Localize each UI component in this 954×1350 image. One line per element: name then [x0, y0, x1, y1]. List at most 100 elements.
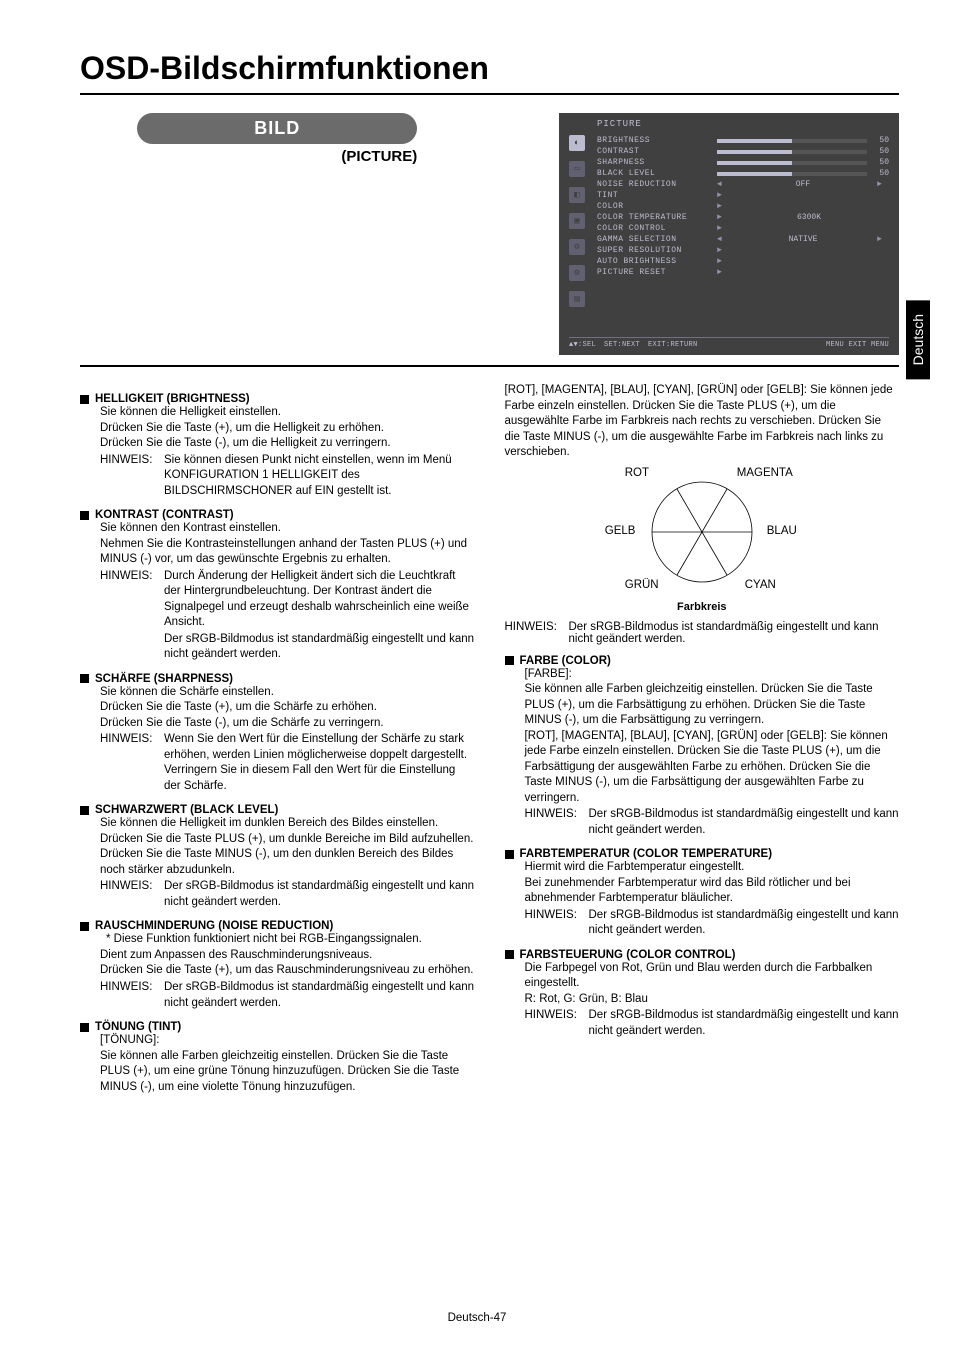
body-text: Nehmen Sie die Kontrasteinstellungen anh… [100, 537, 475, 568]
osd-row: COLOR TEMPERATURE►6300K [597, 212, 889, 223]
section-heading: SCHÄRFE (SHARPNESS) [80, 673, 475, 685]
triangle-right-icon: ► [717, 257, 729, 266]
osd-footer: ▲▼:SEL SET:NEXT EXIT:RETURN MENU EXIT ME… [569, 337, 889, 349]
body-text: Sie können die Helligkeit einstellen. [100, 405, 475, 421]
osd-row: PICTURE RESET► [597, 267, 889, 278]
colorwheel-caption: Farbkreis [505, 601, 900, 613]
osd-value: 50 [871, 147, 889, 156]
osd-icon: ⚙ [569, 239, 585, 255]
osd-footer-sel: ▲▼:SEL [569, 341, 596, 349]
category-subtitle: (PICTURE) [137, 148, 417, 165]
osd-footer-next: SET:NEXT [604, 341, 640, 349]
hinweis-text: Durch Änderung der Helligkeit ändert sic… [164, 569, 475, 631]
body-text: Sie können alle Farben gleichzeitig eins… [100, 1049, 475, 1096]
osd-item-label: COLOR [597, 202, 717, 211]
hinweis-text: Sie können diesen Punkt nicht einstellen… [164, 453, 475, 500]
category-region: BILD (PICTURE) [80, 113, 475, 355]
hinweis-text: Der sRGB-Bildmodus ist standardmäßig ein… [164, 980, 475, 1011]
triangle-left-icon: ◄ [717, 235, 729, 244]
section-body: * Diese Funktion funktioniert nicht bei … [100, 932, 475, 1011]
osd-row: NOISE REDUCTION◄OFF► [597, 179, 889, 190]
osd-slider: 50 [717, 169, 889, 178]
hinweis-label: HINWEIS: [525, 1008, 589, 1039]
hinweis-text: Der sRGB-Bildmodus ist standardmäßig ein… [164, 879, 475, 910]
osd-row: CONTRAST50 [597, 146, 889, 157]
hinweis-label: HINWEIS: [525, 908, 589, 939]
osd-icon: ▣ [569, 213, 585, 229]
osd-item-label: AUTO BRIGHTNESS [597, 257, 717, 266]
section-body: [ROT], [MAGENTA], [BLAU], [CYAN], [GRÜN]… [505, 383, 900, 461]
osd-icon: ◧ [569, 187, 585, 203]
left-column: HELLIGKEIT (BRIGHTNESS)Sie können die He… [80, 383, 475, 1095]
colorwheel-label: BLAU [767, 525, 797, 537]
body-text: Sie können die Helligkeit im dunklen Ber… [100, 816, 475, 878]
body-text: R: Rot, G: Grün, B: Blau [525, 992, 900, 1008]
hinweis: HINWEIS:Der sRGB-Bildmodus ist standardm… [525, 807, 900, 838]
hinweis: HINWEIS:Der sRGB-Bildmodus ist standardm… [100, 879, 475, 910]
content-columns: HELLIGKEIT (BRIGHTNESS)Sie können die He… [80, 383, 899, 1095]
body-text: [TÖNUNG]: [100, 1033, 475, 1049]
title-rule [80, 93, 899, 95]
triangle-right-icon: ► [717, 202, 729, 211]
colorwheel-label: ROT [625, 467, 649, 479]
page-title: OSD-Bildschirmfunktionen [80, 50, 899, 87]
hinweis: HINWEIS:Sie können diesen Punkt nicht ei… [100, 453, 475, 500]
section-heading: TÖNUNG (TINT) [80, 1021, 475, 1033]
section-heading: FARBE (COLOR) [505, 655, 900, 667]
osd-panel: PICTURE ◐ ▭ ◧ ▣ ⚙ ⚙ ▤ BRIGHTNESS50CONTRA… [559, 113, 899, 355]
triangle-right-icon: ► [717, 268, 729, 277]
body-text: Hiermit wird die Farbtemperatur eingeste… [525, 860, 900, 876]
osd-slider: 50 [717, 158, 889, 167]
osd-item-label: BLACK LEVEL [597, 169, 717, 178]
body-text: Die Farbpegel von Rot, Grün und Blau wer… [525, 961, 900, 992]
osd-item-label: PICTURE RESET [597, 268, 717, 277]
hinweis: HINWEIS:Der sRGB-Bildmodus ist standardm… [525, 1008, 900, 1039]
language-tab: Deutsch [906, 300, 930, 379]
hinweis: HINWEIS:Der sRGB-Bildmodus ist standardm… [525, 908, 900, 939]
section-body: Hiermit wird die Farbtemperatur eingeste… [525, 860, 900, 939]
osd-value: 6300K [729, 213, 889, 222]
hinweis-text: Der sRGB-Bildmodus ist standardmäßig ein… [589, 908, 900, 939]
section-heading: RAUSCHMINDERUNG (NOISE REDUCTION) [80, 920, 475, 932]
osd-list: BRIGHTNESS50CONTRAST50SHARPNESS50BLACK L… [591, 131, 889, 307]
body-text: Drücken Sie die Taste (+), um das Rausch… [100, 963, 475, 979]
hinweis: HINWEIS:Der sRGB-Bildmodus ist standardm… [100, 980, 475, 1011]
right-column: [ROT], [MAGENTA], [BLAU], [CYAN], [GRÜN]… [505, 383, 900, 1095]
page-footer: Deutsch-47 [0, 1312, 954, 1324]
hinweis-label: HINWEIS: [100, 980, 164, 1011]
osd-value: NATIVE [729, 235, 877, 244]
hinweis: HINWEIS:Durch Änderung der Helligkeit än… [100, 569, 475, 631]
body-text: Drücken Sie die Taste (+), um die Hellig… [100, 421, 475, 437]
triangle-right-icon: ► [717, 246, 729, 255]
body-text: Sie können alle Farben gleichzeitig eins… [525, 682, 900, 729]
hinweis-label: HINWEIS: [100, 569, 164, 631]
section-heading: SCHWARZWERT (BLACK LEVEL) [80, 804, 475, 816]
section-heading: FARBTEMPERATUR (COLOR TEMPERATURE) [505, 848, 900, 860]
osd-item-label: BRIGHTNESS [597, 136, 717, 145]
section-body: Sie können die Schärfe einstellen.Drücke… [100, 685, 475, 795]
section-body: [FARBE]:Sie können alle Farben gleichzei… [525, 667, 900, 839]
section-heading: FARBSTEUERUNG (COLOR CONTROL) [505, 949, 900, 961]
footnote: * Diese Funktion funktioniert nicht bei … [106, 932, 475, 948]
section-heading: HELLIGKEIT (BRIGHTNESS) [80, 393, 475, 405]
body-text: [FARBE]: [525, 667, 900, 683]
osd-item-label: NOISE REDUCTION [597, 180, 717, 189]
body-text: Drücken Sie die Taste (-), um die Schärf… [100, 716, 475, 732]
osd-footer-return: EXIT:RETURN [648, 341, 698, 349]
section-body: Die Farbpegel von Rot, Grün und Blau wer… [525, 961, 900, 1040]
osd-item-label: SHARPNESS [597, 158, 717, 167]
hinweis-label: HINWEIS: [505, 621, 569, 645]
osd-footer-exit: MENU EXIT MENU [826, 341, 889, 349]
section-body: Sie können die Helligkeit einstellen.Drü… [100, 405, 475, 499]
osd-row: GAMMA SELECTION◄NATIVE► [597, 234, 889, 245]
colorwheel-diagram: ROTMAGENTAGELBBLAUGRÜNCYANFarbkreis [505, 467, 900, 613]
osd-value: 50 [871, 158, 889, 167]
osd-value: 50 [871, 169, 889, 178]
osd-item-label: SUPER RESOLUTION [597, 246, 717, 255]
hinweis: HINWEIS:Wenn Sie den Wert für die Einste… [100, 732, 475, 794]
hinweis-text: Der sRGB-Bildmodus ist standardmäßig ein… [164, 632, 475, 663]
hinweis-text: Der sRGB-Bildmodus ist standardmäßig ein… [589, 1008, 900, 1039]
colorwheel-label: GELB [605, 525, 636, 537]
hinweis-text: Der sRGB-Bildmodus ist standardmäßig ein… [589, 807, 900, 838]
body-text: [ROT], [MAGENTA], [BLAU], [CYAN], [GRÜN]… [525, 729, 900, 807]
